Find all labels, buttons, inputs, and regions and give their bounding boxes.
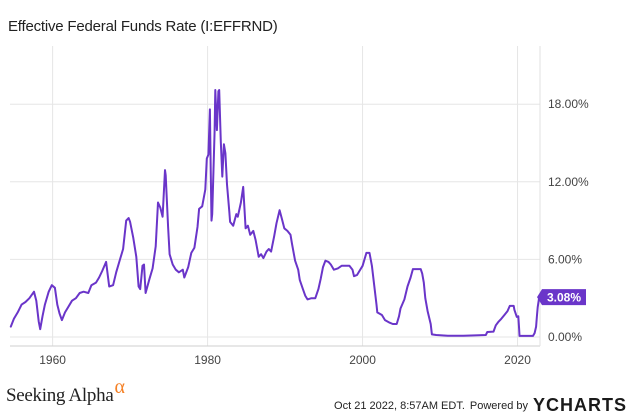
x-tick-label: 2000: [349, 353, 376, 367]
ycharts-logo: Y CHARTS: [533, 395, 627, 416]
chart-title: Effective Federal Funds Rate (I:EFFRND): [8, 18, 278, 35]
brand-name: Seeking Alpha: [6, 385, 114, 406]
series-lines: [9, 89, 541, 337]
seeking-alpha-logo: Seeking Alphaα: [6, 376, 125, 407]
grid-lines: [10, 46, 540, 346]
y-tick-label: 0.00%: [548, 330, 582, 344]
axis-frame: [10, 46, 541, 347]
timestamp: Oct 21 2022, 8:57AM EDT.: [334, 399, 465, 412]
powered-by-label: Powered by: [469, 399, 528, 412]
last-value-badge: [537, 289, 586, 306]
last-value-label: 3.08%: [547, 291, 581, 305]
x-tick-label: 1960: [39, 353, 66, 367]
alpha-icon: α: [114, 376, 125, 398]
y-axis-ticks: 0.00% 6.00% 12.00% 18.00%: [548, 97, 589, 344]
ycharts-logo-mark: Y: [532, 395, 546, 415]
x-tick-label: 1980: [194, 353, 221, 367]
x-tick-label: 2020: [504, 353, 531, 367]
y-tick-label: 12.00%: [548, 175, 589, 189]
x-axis-ticks: 1960 1980 2000 2020: [39, 353, 531, 367]
ycharts-logo-text: CHARTS: [546, 395, 627, 415]
y-tick-label: 6.00%: [548, 252, 582, 266]
rate-series-line: [9, 89, 541, 337]
y-tick-label: 18.00%: [548, 97, 589, 111]
chart-footer: Oct 21 2022, 8:57AM EDT. Powered by Y CHA…: [334, 395, 627, 416]
last-value-tag: 3.08%: [537, 289, 586, 306]
